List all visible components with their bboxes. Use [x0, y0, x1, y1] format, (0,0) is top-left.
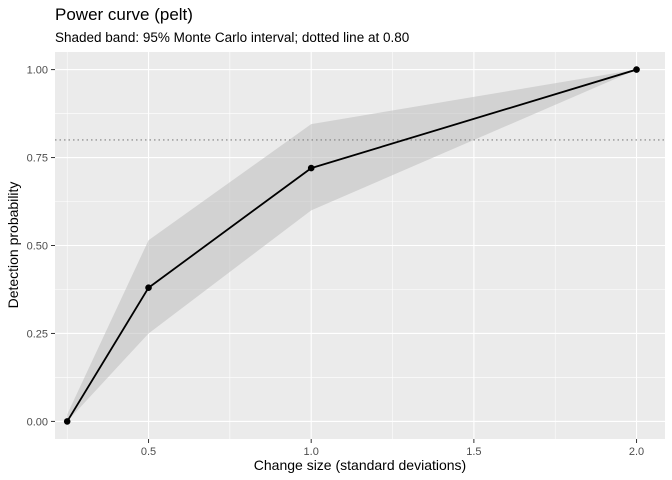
x-tick-label: 1.0 — [304, 446, 319, 458]
chart-title: Power curve (pelt) — [55, 5, 193, 24]
x-axis: 0.5 1.0 1.5 2.0 — [141, 439, 644, 458]
y-tick-label: 1.00 — [27, 65, 48, 77]
series-line — [66, 68, 637, 422]
x-tick-label: 2.0 — [629, 446, 644, 458]
data-point — [307, 164, 315, 172]
chart-subtitle: Shaded band: 95% Monte Carlo interval; d… — [55, 30, 409, 45]
data-point — [145, 284, 152, 292]
y-axis: 0.00 0.25 0.50 0.75 1.00 — [27, 65, 55, 428]
y-axis-title: Detection probability — [5, 182, 21, 309]
y-tick-label: 0.50 — [27, 241, 48, 253]
series-line-layer — [66, 68, 637, 422]
x-tick-label: 1.5 — [466, 446, 481, 458]
x-axis-title: Change size (standard deviations) — [254, 457, 466, 473]
confidence-band-layer — [67, 69, 637, 422]
data-point — [63, 418, 71, 425]
series-points-layer — [63, 66, 640, 425]
y-tick-label: 0.75 — [27, 153, 48, 165]
confidence-band — [67, 69, 637, 422]
data-point — [633, 66, 640, 73]
x-tick-label: 0.5 — [141, 446, 156, 458]
y-tick-label: 0.25 — [27, 328, 48, 340]
y-tick-label: 0.00 — [27, 416, 48, 428]
